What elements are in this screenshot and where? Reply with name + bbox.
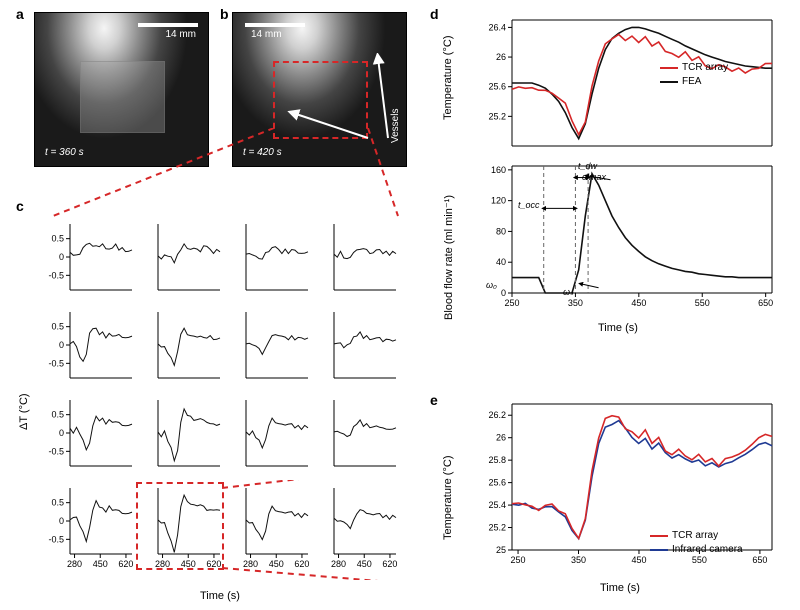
c-ylabel: ΔT (°C) [18,393,30,430]
annot-tdw: t_dw [578,161,597,171]
d-ylabel-bot: Blood flow rate (ml min⁻¹) [442,195,455,320]
svg-text:26.2: 26.2 [488,410,506,420]
svg-text:26: 26 [496,433,506,443]
svg-text:280: 280 [67,559,82,569]
svg-text:-0.5: -0.5 [48,270,64,280]
svg-text:0: 0 [59,252,64,262]
legend-tcr-txt: TCR array [682,62,728,73]
annot-omegamax: ωmax [582,172,606,182]
svg-text:26: 26 [496,52,506,62]
svg-text:620: 620 [382,559,397,569]
scale-text-b: 14 mm [251,29,282,40]
legend-tcr-d: TCR array [660,62,728,73]
svg-text:450: 450 [631,298,646,308]
ir-time-b: t = 420 s [243,147,282,158]
svg-text:0: 0 [59,428,64,438]
svg-text:25.2: 25.2 [488,111,506,121]
svg-text:450: 450 [357,559,372,569]
svg-text:25.4: 25.4 [488,500,506,510]
svg-text:0.5: 0.5 [51,234,64,244]
svg-text:-0.5: -0.5 [48,446,64,456]
sensor-patch-a [80,61,165,133]
panel-label-a: a [16,6,24,22]
svg-text:-0.5: -0.5 [48,534,64,544]
svg-text:25.6: 25.6 [488,478,506,488]
svg-text:25.8: 25.8 [488,455,506,465]
svg-text:25.2: 25.2 [488,523,506,533]
legend-ir-e: Infrared camera [650,544,743,555]
svg-text:0.5: 0.5 [51,498,64,508]
svg-text:120: 120 [491,196,506,206]
annot-tocc: t_occ [518,200,540,210]
scale-bar-a [138,23,198,27]
vessel-text: Vessels [390,109,401,143]
svg-text:0: 0 [501,288,506,298]
svg-text:280: 280 [331,559,346,569]
d-xlabel: Time (s) [598,322,638,334]
inset-arrow [283,108,373,148]
svg-text:250: 250 [511,555,526,565]
c-selected-cell [136,482,224,570]
svg-text:550: 550 [695,298,710,308]
legend-tcr-e: TCR array [650,530,718,541]
svg-text:250: 250 [504,298,519,308]
svg-text:350: 350 [571,555,586,565]
svg-text:550: 550 [692,555,707,565]
svg-text:25.6: 25.6 [488,82,506,92]
svg-text:650: 650 [758,298,773,308]
annot-omega0: ω₀ [486,280,497,290]
scale-text-a: 14 mm [165,29,196,40]
svg-text:650: 650 [752,555,767,565]
svg-text:0.5: 0.5 [51,410,64,420]
annot-omegas: ωₛ [563,287,573,298]
panel-d-top: 25.2 25.6 26 26.4 [478,14,778,152]
svg-text:0: 0 [59,516,64,526]
svg-text:160: 160 [491,165,506,175]
svg-text:450: 450 [93,559,108,569]
svg-text:450: 450 [269,559,284,569]
panel-label-d: d [430,6,439,22]
svg-text:280: 280 [243,559,258,569]
panel-label-c: c [16,198,24,214]
legend-tcr-e-txt: TCR array [672,530,718,541]
svg-text:-0.5: -0.5 [48,358,64,368]
panel-c-grid: -0.5 0 0.5 -0.5 0 0.5 -0.5 0 0.5 280 450 620 -0.5 0 0.… [48,218,400,570]
svg-text:40: 40 [496,257,506,267]
svg-text:25: 25 [496,545,506,555]
svg-text:620: 620 [294,559,309,569]
ir-image-a: 14 mm t = 360 s [34,12,209,167]
panel-label-e: e [430,392,438,408]
d-ylabel-top: Temperature (°C) [442,36,454,120]
svg-text:80: 80 [496,226,506,236]
ir-image-b: 14 mm t = 420 s Vessels [232,12,407,167]
legend-fea-txt: FEA [682,76,701,87]
scale-bar-b [245,23,305,27]
c-xlabel: Time (s) [200,590,240,602]
svg-text:0.5: 0.5 [51,322,64,332]
svg-text:26.4: 26.4 [488,22,506,32]
panel-d-bot: 250 350 450 550 650 0 40 80 120 160 [478,160,778,315]
panel-label-b: b [220,6,229,22]
ir-time-a: t = 360 s [45,147,84,158]
e-xlabel: Time (s) [600,582,640,594]
legend-fea-d: FEA [660,76,701,87]
legend-ir-e-txt: Infrared camera [672,544,743,555]
svg-text:620: 620 [118,559,133,569]
svg-text:0: 0 [59,340,64,350]
svg-text:350: 350 [568,298,583,308]
svg-text:450: 450 [631,555,646,565]
e-ylabel: Temperature (°C) [442,456,454,540]
